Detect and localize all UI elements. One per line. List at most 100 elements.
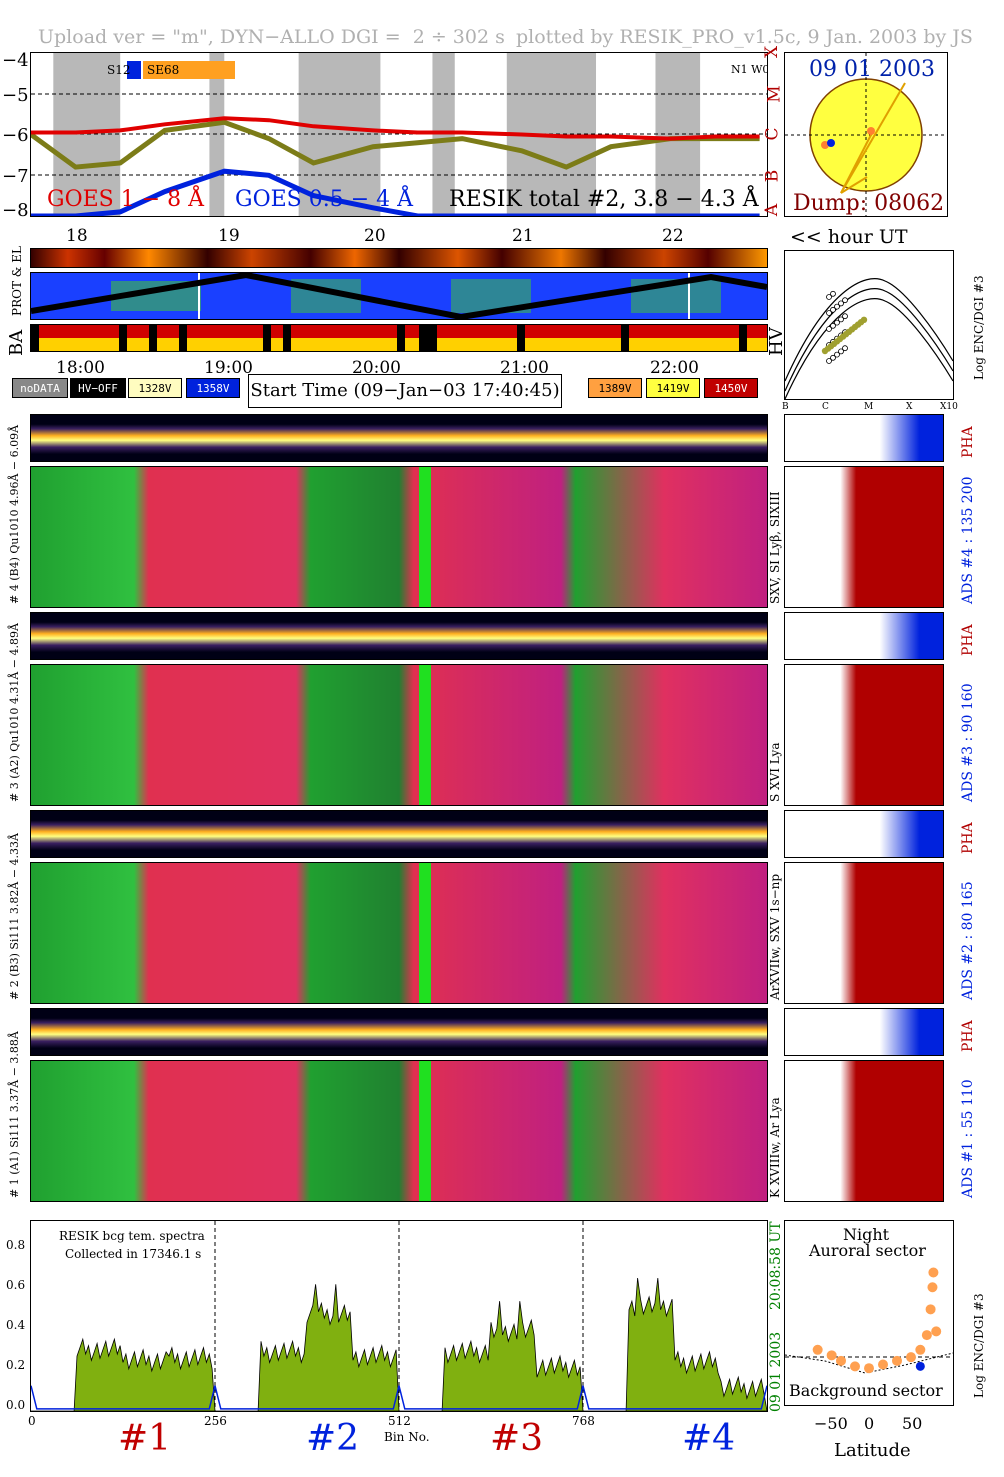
spectra-xlabel: Bin No.	[384, 1430, 430, 1444]
heatmap-3	[30, 664, 768, 806]
lat-current-point	[915, 1361, 925, 1371]
channel-pha-3: PHA	[960, 624, 976, 656]
group-2: #2	[306, 1418, 360, 1459]
pha-strip-2	[30, 810, 768, 858]
lat-point	[928, 1267, 939, 1278]
channel-ads-2: ADS #2 : 80 165	[960, 881, 976, 1000]
group-3: #3	[490, 1418, 544, 1459]
encdgi-point	[842, 345, 848, 352]
time-1800: 18:00	[56, 358, 105, 378]
lat-point	[812, 1344, 823, 1355]
time-2200: 22:00	[650, 358, 699, 378]
encdgi-panel	[784, 250, 954, 400]
channel-lines-1: K XVIIIw, Ar Lya	[768, 1097, 782, 1198]
spectra-ytick-0: 0.0	[6, 1398, 26, 1412]
header-left: Upload ver = "m", DYN−ALLO DGI = 2 ÷ 302…	[38, 26, 505, 48]
class-a: A	[762, 203, 783, 217]
ads-hist-1	[784, 1060, 944, 1202]
encdgi-point	[834, 319, 840, 326]
encdgi-point	[838, 348, 844, 355]
ads-hist-4	[784, 466, 944, 608]
spectra-xtick-0: 0	[28, 1414, 36, 1428]
channel-lines-2: ArXVIIw, SXV 1s−np	[768, 873, 782, 1000]
legend-1328v: 1328V	[128, 378, 182, 398]
legend-1419v: 1419V	[646, 378, 700, 398]
s-tag-mark	[127, 61, 141, 79]
channel-label-4: # 4 (B4) Qu1010 4.96Å − 6.09Å	[8, 424, 21, 604]
lat-xtick-m50: −50	[814, 1414, 848, 1433]
hour-21: 21	[512, 226, 534, 246]
goes-panel: S12 SE68 N1 W0 GOES 1 − 8 Å GOES 0.5 − 4…	[30, 52, 768, 217]
goes-ytick-5: −8	[2, 200, 29, 221]
group-4: #4	[682, 1418, 736, 1459]
spectra-ytick-3: 0.6	[6, 1278, 26, 1292]
pha-hist-1	[784, 1008, 944, 1056]
lat-point	[826, 1350, 837, 1361]
encdgi-point	[830, 306, 836, 313]
lat-point	[921, 1330, 932, 1341]
legend-1450v: 1450V	[704, 378, 758, 398]
channel-label-1: # 1 (A1) Si111 3.37Å − 3.88Å	[8, 1031, 21, 1198]
hour-ut-label: << hour UT	[790, 226, 908, 248]
pha-strip-3	[30, 612, 768, 660]
lat-point	[836, 1355, 846, 1366]
hour-18: 18	[66, 226, 88, 246]
encdgi-xtick-b: B	[782, 402, 789, 412]
header-right: plotted by RESIK_PRO_v1.5c, 9 Jan. 2003 …	[516, 26, 973, 48]
spectra-area	[31, 1277, 767, 1411]
encdgi-point	[838, 300, 844, 307]
background-spectrum	[31, 1385, 767, 1410]
latitude-panel: Night Auroral sector Background sector	[784, 1220, 954, 1406]
lat-xtick-0: 0	[864, 1414, 875, 1433]
spectra-plot	[31, 1221, 767, 1411]
legend-resik: RESIK total #2, 3.8 − 4.3 Å	[449, 187, 759, 212]
encdgi-point	[842, 313, 848, 320]
encdgi-point	[826, 358, 832, 364]
ba-label: BA	[6, 329, 27, 356]
heatmap-4	[30, 466, 768, 608]
heatmap-2	[30, 862, 768, 1004]
time-2100: 21:00	[500, 358, 549, 378]
lat-point	[915, 1344, 926, 1355]
pha-strip-1	[30, 1008, 768, 1056]
goes-ytick-1: −4	[2, 50, 29, 71]
pha-strip-4	[30, 414, 768, 462]
encdgi-ylabel: Log ENC/DGI #3	[972, 275, 986, 380]
channel-ads-4: ADS #4 : 135 200	[960, 476, 976, 604]
lat-point	[925, 1304, 936, 1315]
lat-point	[931, 1326, 942, 1337]
spectra-xtick-512: 512	[388, 1414, 411, 1428]
spectra-ytick-2: 0.4	[6, 1318, 26, 1332]
orbit-strip-top	[30, 248, 768, 268]
lat-point	[906, 1352, 916, 1363]
lat-point	[878, 1359, 888, 1370]
legend-goes-long: GOES 1 − 8 Å	[47, 187, 205, 212]
lat-point	[864, 1363, 874, 1374]
lat-xtick-50: 50	[902, 1414, 923, 1433]
encdgi-point	[830, 322, 836, 329]
hour-19: 19	[218, 226, 240, 246]
channel-label-3: # 3 (A2) Qu1010 4.31Å − 4.89Å	[8, 623, 21, 802]
sun-dump: Dump: 08062	[793, 191, 945, 216]
legend-nodata: noDATA	[12, 378, 68, 398]
time-2000: 20:00	[352, 358, 401, 378]
spectra-ytick-1: 0.2	[6, 1358, 26, 1372]
orbit-prot-el	[30, 272, 768, 320]
sun-disk-plot	[785, 53, 947, 216]
sun-panel: 09 01 2003 Dump: 08062	[784, 52, 948, 217]
latitude-plot	[785, 1267, 953, 1374]
encdgi-xtick-c: C	[822, 402, 829, 412]
ads-hist-2	[784, 862, 944, 1004]
group-1: #1	[118, 1418, 172, 1459]
class-c: C	[762, 127, 783, 141]
pha-hist-3	[784, 612, 944, 660]
lat-point	[892, 1355, 902, 1366]
goes-ytick-3: −6	[2, 125, 29, 146]
channel-pha-1: PHA	[960, 1020, 976, 1052]
legend-hvoff: HV−OFF	[70, 378, 126, 398]
tag-s: S12	[107, 63, 131, 77]
encdgi-point	[842, 297, 848, 304]
channel-label-2: # 2 (B3) Si111 3.82Å − 4.33Å	[8, 833, 21, 1000]
channel-pha-4: PHA	[960, 426, 976, 458]
stamp-date: 09 01 2003	[768, 1331, 784, 1412]
